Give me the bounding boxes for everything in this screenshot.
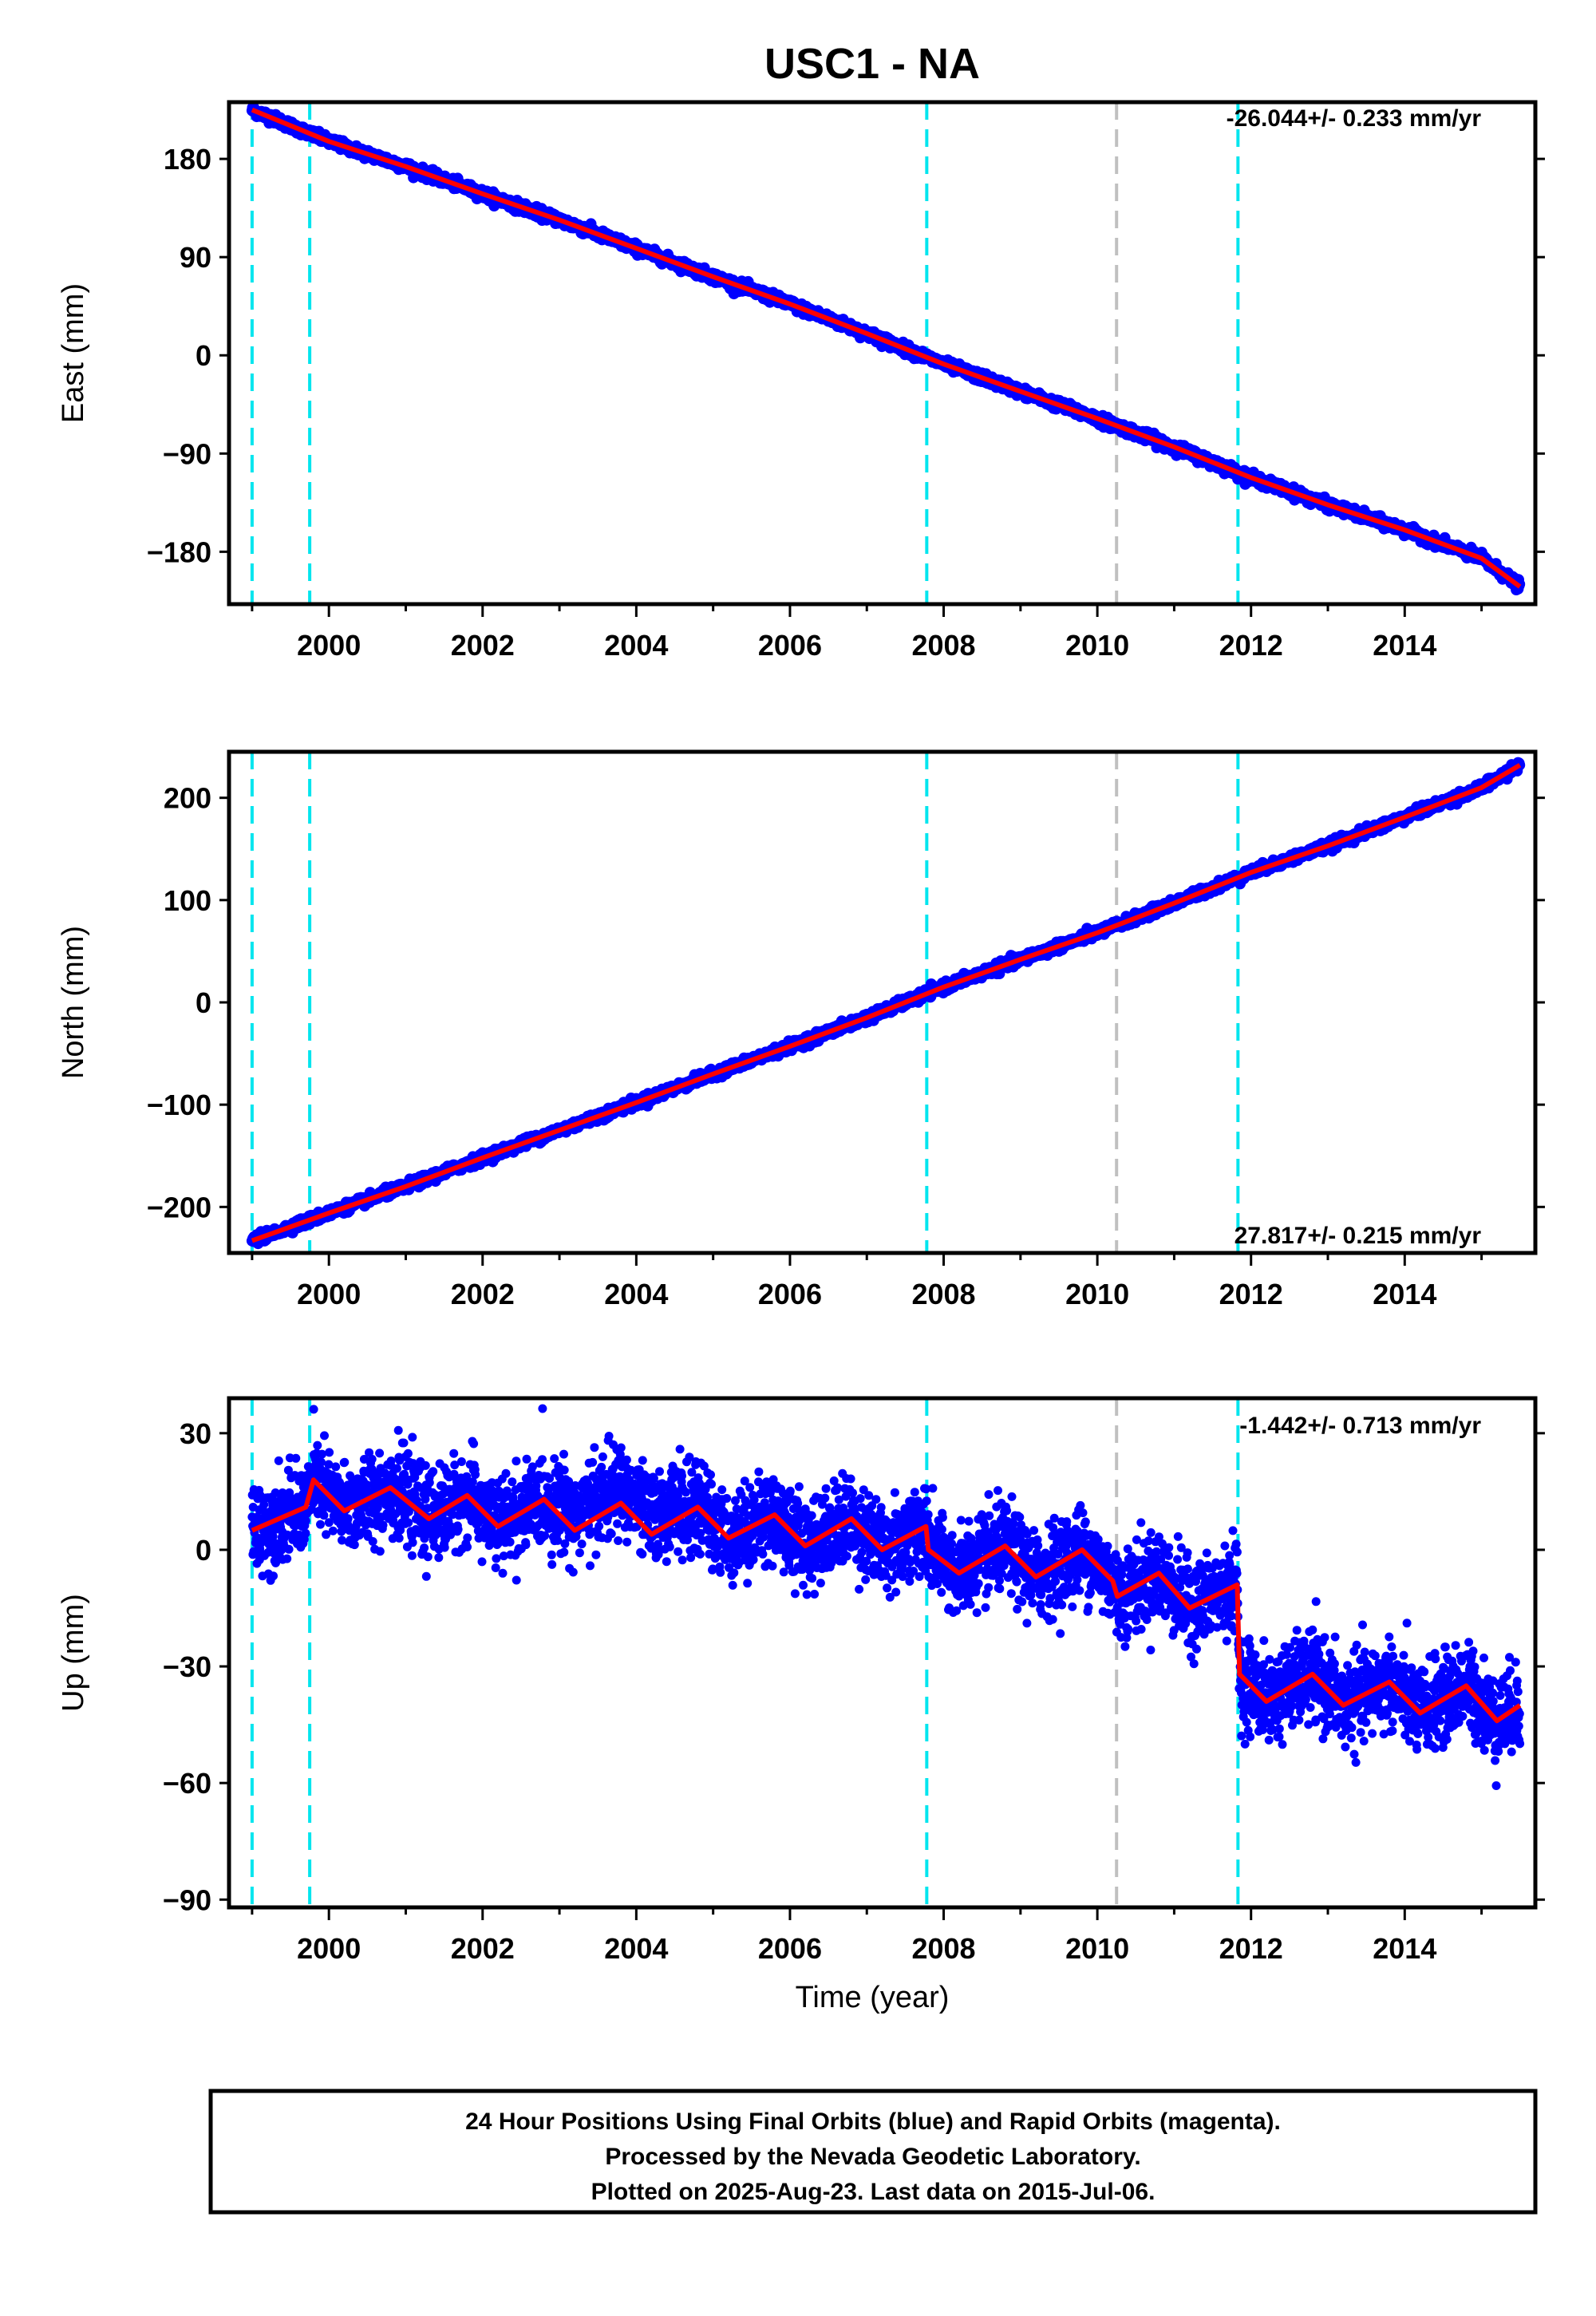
east-y-axis-title: East (mm) (57, 283, 90, 423)
east-xtick-label: 2006 (758, 629, 822, 662)
east-daily-positions (246, 102, 1526, 595)
east-panel: 180 90 0 −90 −180 2000 2002 2004 2006 2008 2010 201… (57, 100, 1545, 662)
east-ytick-label: −180 (147, 536, 211, 568)
east-ytick-label: 180 (164, 143, 211, 176)
east-ytick-label: 90 (180, 241, 211, 274)
east-ytick-label: −90 (163, 437, 211, 470)
east-xtick-label: 2012 (1219, 629, 1283, 662)
east-xtick-label: 2004 (604, 629, 668, 662)
east-plot-frame (227, 100, 1538, 607)
east-xtick-label: 2010 (1065, 629, 1129, 662)
east-xtick-label: 2014 (1373, 629, 1436, 662)
chart-title: USC1 - NA (764, 40, 980, 88)
east-xtick-label: 2000 (297, 629, 361, 662)
east-velocity-label: -26.044+/- 0.233 mm/yr (1227, 105, 1482, 132)
east-xtick-label: 2008 (911, 629, 975, 662)
east-ytick-label: 0 (196, 339, 211, 372)
east-xtick-label: 2002 (451, 629, 515, 662)
east-model-line (251, 107, 1522, 589)
